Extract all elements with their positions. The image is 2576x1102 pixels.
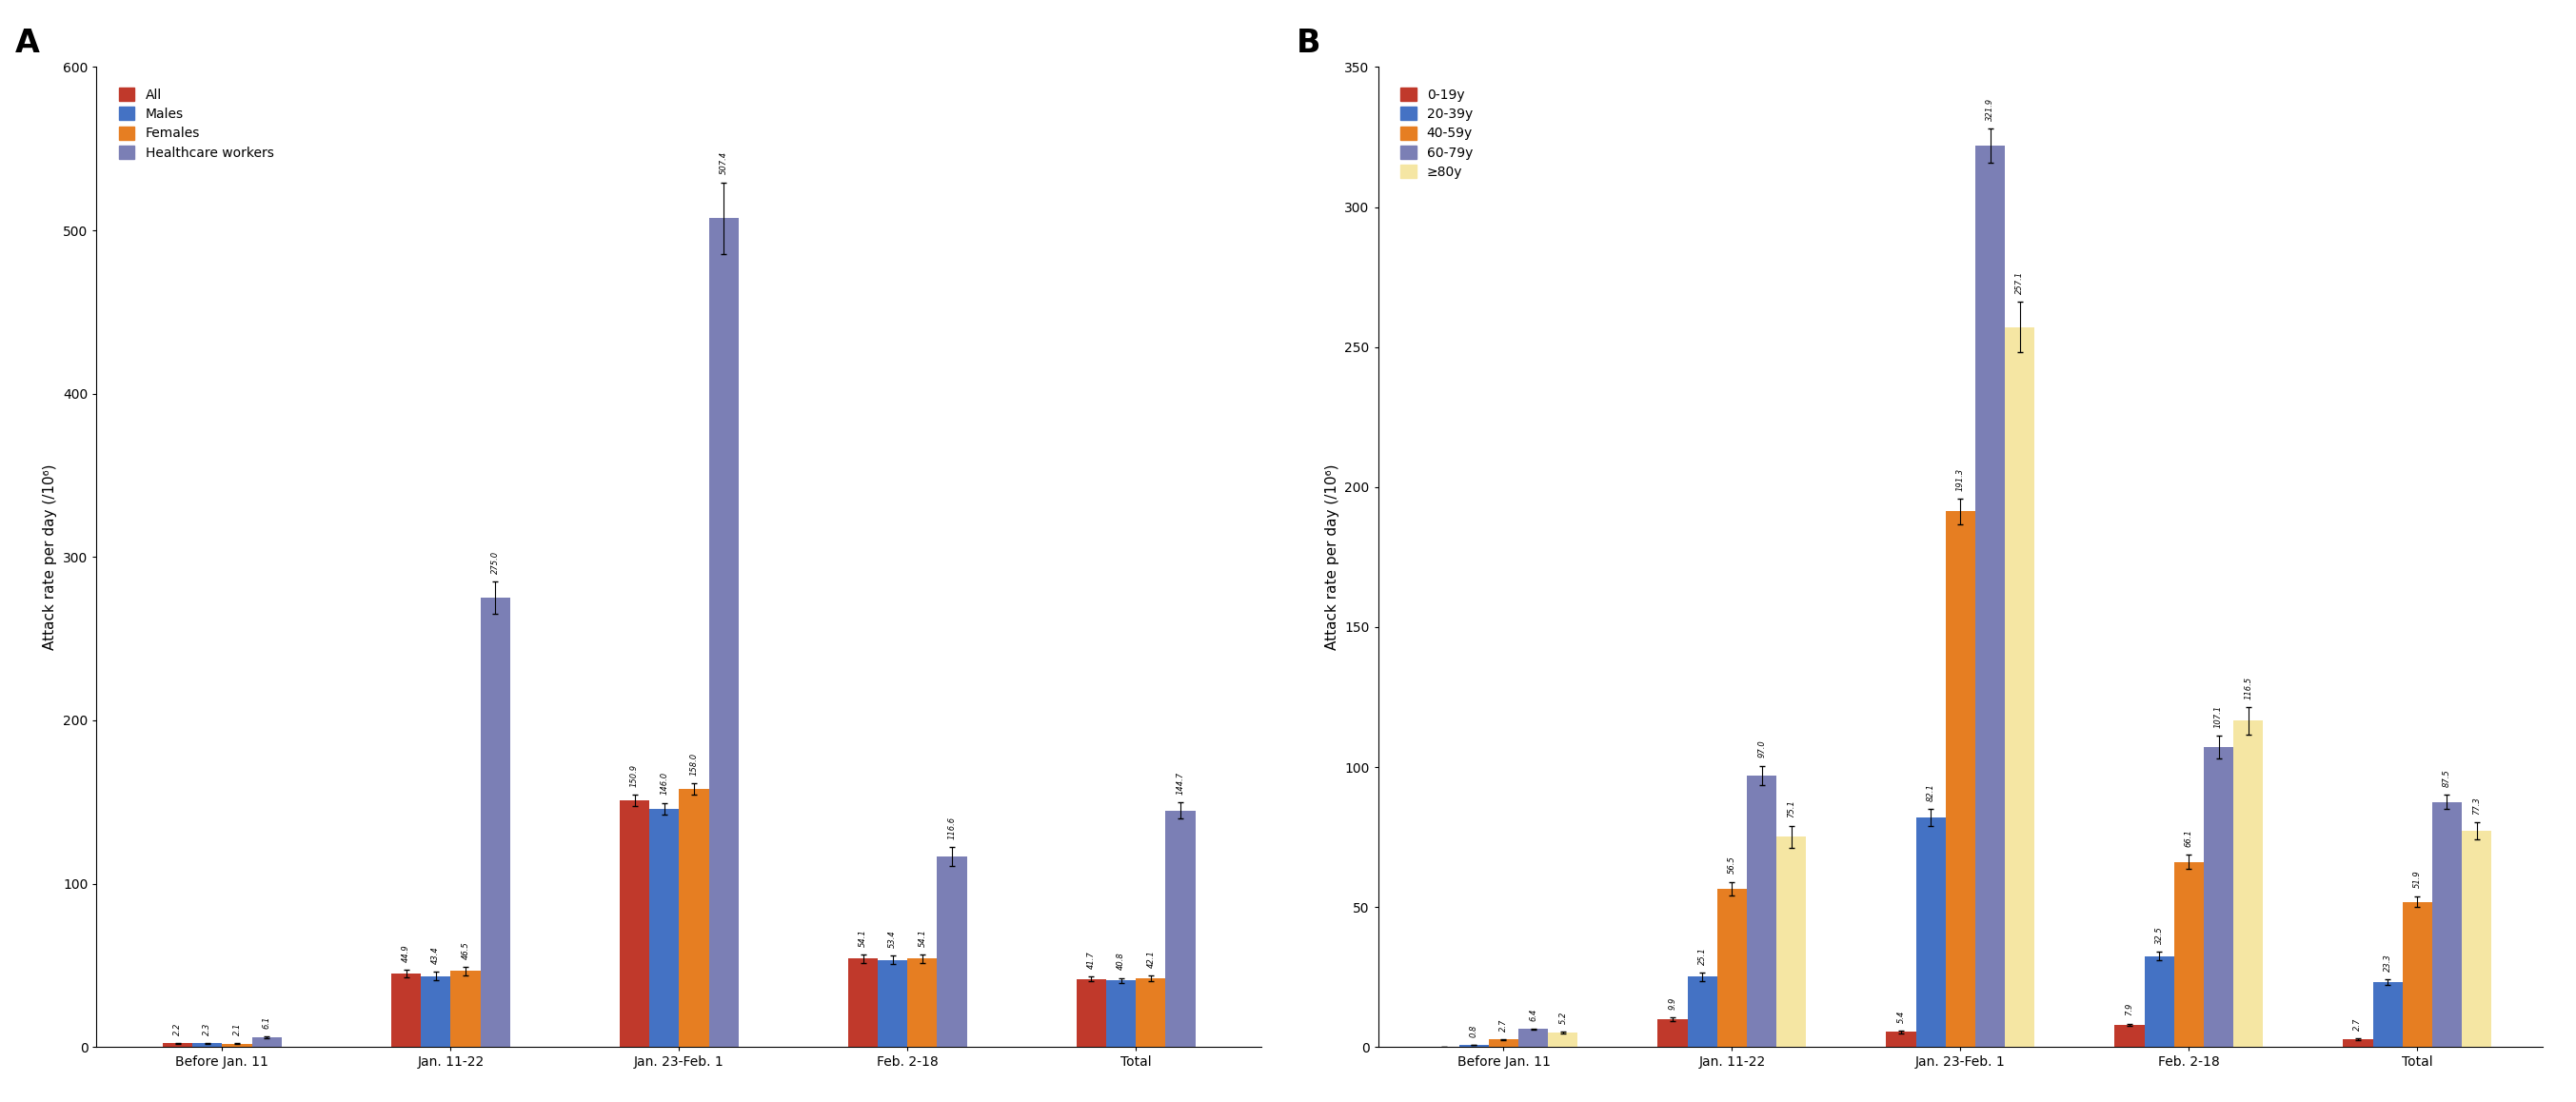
Text: 75.1: 75.1 xyxy=(1788,800,1795,818)
Bar xyxy=(2372,982,2403,1047)
Bar xyxy=(1886,1031,1917,1047)
Text: 150.9: 150.9 xyxy=(631,764,639,787)
Bar xyxy=(1777,836,1806,1047)
Bar xyxy=(2463,831,2491,1047)
Text: 43.4: 43.4 xyxy=(433,947,440,964)
Text: 116.5: 116.5 xyxy=(2244,676,2251,699)
Text: 6.4: 6.4 xyxy=(1530,1008,1538,1020)
Bar xyxy=(621,800,649,1047)
Bar xyxy=(1917,818,1945,1047)
Y-axis label: Attack rate per day (/10⁶): Attack rate per day (/10⁶) xyxy=(1324,464,1340,650)
Bar xyxy=(2202,747,2233,1047)
Bar xyxy=(2403,901,2432,1047)
Text: 2.7: 2.7 xyxy=(2354,1018,2362,1030)
Text: 40.8: 40.8 xyxy=(1118,952,1126,970)
Bar xyxy=(1976,145,2004,1047)
Text: 275.0: 275.0 xyxy=(492,551,500,574)
Text: 23.3: 23.3 xyxy=(2383,953,2393,971)
Text: 66.1: 66.1 xyxy=(2184,830,2192,847)
Text: 191.3: 191.3 xyxy=(1955,468,1965,490)
Legend: 0-19y, 20-39y, 40-59y, 60-79y, ≥80y: 0-19y, 20-39y, 40-59y, 60-79y, ≥80y xyxy=(1396,84,1476,183)
Bar xyxy=(680,789,708,1047)
Text: 146.0: 146.0 xyxy=(659,773,670,795)
Text: 507.4: 507.4 xyxy=(719,151,729,174)
Bar xyxy=(1077,979,1105,1047)
Bar xyxy=(420,976,451,1047)
Bar xyxy=(878,960,907,1047)
Text: 32.5: 32.5 xyxy=(2156,926,2164,944)
Text: 5.2: 5.2 xyxy=(1558,1011,1566,1024)
Bar xyxy=(1718,889,1747,1047)
Bar xyxy=(1548,1033,1579,1047)
Text: 25.1: 25.1 xyxy=(1698,947,1708,964)
Text: 0.8: 0.8 xyxy=(1471,1024,1479,1037)
Bar xyxy=(907,959,938,1047)
Text: 42.1: 42.1 xyxy=(1146,950,1154,968)
Bar xyxy=(2143,957,2174,1047)
Bar xyxy=(222,1044,252,1047)
Bar xyxy=(479,598,510,1047)
Bar xyxy=(162,1044,193,1047)
Bar xyxy=(1945,511,1976,1047)
Bar xyxy=(2432,802,2463,1047)
Bar xyxy=(451,971,479,1047)
Legend: All, Males, Females, Healthcare workers: All, Males, Females, Healthcare workers xyxy=(116,84,278,163)
Text: 97.0: 97.0 xyxy=(1757,739,1767,758)
Text: 2.2: 2.2 xyxy=(173,1023,183,1035)
Text: 158.0: 158.0 xyxy=(690,753,698,776)
Text: 116.6: 116.6 xyxy=(948,815,956,839)
Text: 144.7: 144.7 xyxy=(1177,771,1185,795)
Bar xyxy=(2174,862,2202,1047)
Bar xyxy=(1489,1039,1517,1047)
Bar xyxy=(848,959,878,1047)
Bar xyxy=(1687,976,1718,1047)
Text: 9.9: 9.9 xyxy=(1669,996,1677,1009)
Text: 77.3: 77.3 xyxy=(2473,797,2481,814)
Text: 2.1: 2.1 xyxy=(232,1023,242,1036)
Text: 53.4: 53.4 xyxy=(889,930,896,948)
Text: 87.5: 87.5 xyxy=(2442,769,2452,787)
Text: A: A xyxy=(15,28,39,60)
Text: 54.1: 54.1 xyxy=(917,929,927,947)
Text: 2.3: 2.3 xyxy=(204,1023,211,1035)
Bar xyxy=(938,856,966,1047)
Bar xyxy=(1136,979,1164,1047)
Bar xyxy=(2115,1025,2143,1047)
Text: 56.5: 56.5 xyxy=(1728,856,1736,874)
Bar xyxy=(252,1037,281,1047)
Bar xyxy=(193,1044,222,1047)
Bar xyxy=(708,218,739,1047)
Text: B: B xyxy=(1296,28,1321,60)
Text: 6.1: 6.1 xyxy=(263,1016,270,1028)
Text: 46.5: 46.5 xyxy=(461,941,469,959)
Bar xyxy=(1164,811,1195,1047)
Bar xyxy=(649,809,680,1047)
Text: 54.1: 54.1 xyxy=(858,929,868,947)
Text: 257.1: 257.1 xyxy=(2014,271,2025,294)
Bar xyxy=(2344,1039,2372,1047)
Bar xyxy=(1105,981,1136,1047)
Text: 7.9: 7.9 xyxy=(2125,1003,2133,1016)
Text: 44.9: 44.9 xyxy=(402,944,410,962)
Text: 2.7: 2.7 xyxy=(1499,1018,1507,1031)
Bar xyxy=(2004,327,2035,1047)
Bar xyxy=(1517,1029,1548,1047)
Bar xyxy=(2233,721,2264,1047)
Text: 321.9: 321.9 xyxy=(1986,98,1994,121)
Text: 51.9: 51.9 xyxy=(2414,871,2421,888)
Bar xyxy=(1458,1045,1489,1047)
Text: 107.1: 107.1 xyxy=(2215,705,2223,728)
Text: 5.4: 5.4 xyxy=(1896,1009,1906,1023)
Text: 82.1: 82.1 xyxy=(1927,784,1935,801)
Text: 41.7: 41.7 xyxy=(1087,951,1095,969)
Y-axis label: Attack rate per day (/10⁶): Attack rate per day (/10⁶) xyxy=(44,464,57,650)
Bar xyxy=(392,974,420,1047)
Bar xyxy=(1659,1019,1687,1047)
Bar xyxy=(1747,776,1777,1047)
